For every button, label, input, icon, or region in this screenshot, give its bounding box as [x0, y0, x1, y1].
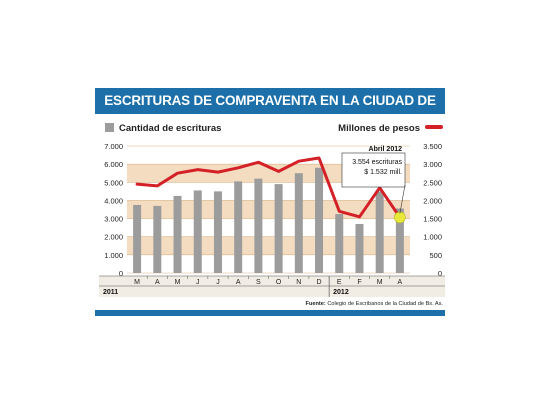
x-tick-label: M	[377, 279, 383, 286]
legend-line: Millones de pesos	[338, 123, 443, 134]
annotation-line1: 3.554 escrituras	[352, 159, 402, 166]
year-label-2012: 2012	[333, 289, 349, 296]
x-tick-label: N	[296, 279, 301, 286]
y-left-tick-label: 4.000	[104, 196, 123, 205]
annotation-leader	[399, 184, 406, 214]
x-tick-label: A	[236, 279, 241, 286]
bar	[315, 167, 324, 273]
line-series	[135, 156, 402, 219]
x-tick-label: A	[398, 279, 403, 286]
bar	[213, 191, 222, 273]
x-tick-label: F	[357, 279, 361, 286]
legend-bars: Cantidad de escrituras	[105, 123, 221, 134]
annotation-box	[341, 152, 406, 188]
bar	[375, 191, 384, 273]
y-left-tick-label: 3.000	[104, 215, 123, 224]
y-right-tick-label: 1.000	[423, 233, 442, 242]
y-right-tick-label: 0	[438, 269, 442, 278]
x-tick-label: M	[134, 279, 140, 286]
x-tick-label: D	[317, 279, 322, 286]
bar	[335, 214, 344, 273]
source-label: Fuente:	[305, 301, 326, 307]
bar	[274, 184, 283, 273]
y-right-tick-label: 2.000	[423, 196, 442, 205]
bar	[355, 224, 364, 273]
source-note: Fuente: Colegio de Escribanos de la Ciud…	[95, 301, 443, 307]
y-right-tick-label: 500	[429, 251, 442, 260]
grid-band	[127, 236, 410, 255]
x-tick-label: E	[337, 279, 342, 286]
y-left-tick-label: 0	[119, 269, 123, 278]
x-tick-label: J	[216, 279, 220, 286]
x-tick-label: J	[196, 279, 200, 286]
y-left-tick-label: 7.000	[104, 142, 123, 151]
x-tick-label: A	[155, 279, 160, 286]
legend-bars-label: Cantidad de escrituras	[119, 123, 222, 134]
bar	[193, 190, 202, 273]
bar	[234, 181, 243, 273]
annotation-line2: $ 1.532 mill.	[364, 169, 402, 176]
bar	[254, 178, 263, 273]
annotation-title: Abril 2012	[369, 146, 403, 153]
y-right-tick-label: 1.500	[423, 215, 442, 224]
bar	[153, 205, 162, 273]
x-tick-label: M	[175, 279, 181, 286]
y-left-tick-label: 5.000	[104, 178, 123, 187]
y-left-tick-label: 2.000	[104, 233, 123, 242]
year-label-2011: 2011	[103, 289, 118, 296]
source-text: Colegio de Escribanos de la Ciudad de Bs…	[327, 301, 443, 307]
x-tick-label: O	[276, 279, 282, 286]
bottom-rule	[95, 310, 445, 316]
category-axis-panel	[99, 276, 445, 297]
chart-plot: 0 1.000 2.000 3.000 4.000 5.000 6.000 7.000 0 500…	[99, 142, 445, 297]
highlight-marker	[394, 211, 406, 224]
x-tick-label: S	[256, 279, 261, 286]
legend-line-label: Millones de pesos	[338, 123, 420, 134]
y-right-tick-label: 3.500	[423, 142, 442, 151]
bar	[395, 208, 404, 273]
legend-line-swatch	[425, 125, 443, 129]
y-left-tick-label: 1.000	[104, 251, 123, 260]
bar	[133, 204, 142, 273]
legend: Cantidad de escrituras Millones de pesos	[95, 121, 445, 137]
chart-title: ESCRITURAS DE COMPRAVENTA EN LA CIUDAD D…	[95, 88, 445, 134]
bar	[294, 173, 303, 273]
y-right-tick-label: 3.000	[423, 160, 442, 169]
y-right-tick-label: 2.500	[423, 178, 442, 187]
y-left-tick-label: 6.000	[104, 160, 123, 169]
bar	[173, 195, 182, 273]
legend-bars-swatch	[105, 123, 114, 132]
